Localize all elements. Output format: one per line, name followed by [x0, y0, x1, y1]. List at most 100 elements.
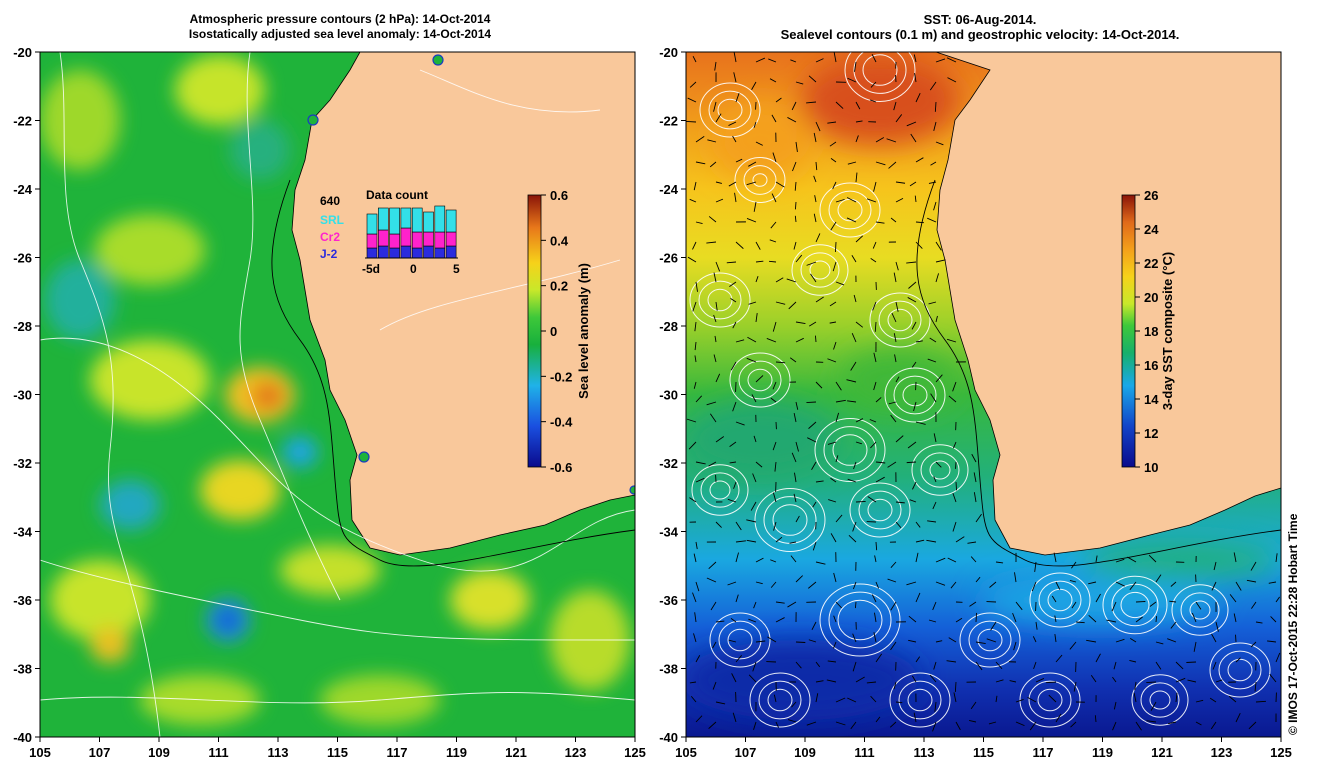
velocity-arrow: [835, 455, 839, 463]
velocity-arrow: [790, 555, 797, 563]
velocity-arrow: [1134, 681, 1137, 691]
sla-colorbar: 0.6 0.4 0.2 0 -0.2 -0.4 -0.6 Sea level anomaly…: [527, 188, 591, 475]
velocity-arrow: [975, 612, 977, 623]
velocity-arrow: [915, 552, 919, 563]
sealevel-contour-ring: [858, 490, 902, 530]
velocity-arrow: [726, 261, 737, 264]
velocity-arrow: [793, 493, 797, 503]
tide-gauge-marker: [629, 485, 635, 495]
velocity-arrow: [693, 633, 697, 643]
velocity-arrow: [709, 161, 717, 168]
sealevel-contour-ring: [929, 460, 951, 480]
velocity-arrow: [910, 133, 917, 143]
velocity-arrow: [732, 135, 737, 143]
velocity-arrow: [1115, 558, 1125, 563]
velocity-arrow: [727, 581, 737, 586]
sst-colorbar-label: 3-day SST composite (°C): [1160, 252, 1175, 410]
velocity-arrow: [746, 181, 757, 186]
velocity-arrow: [875, 581, 879, 589]
sla-lat-tick-label: -38: [13, 662, 32, 677]
velocity-arrow: [1149, 601, 1157, 607]
velocity-arrow: [928, 301, 937, 305]
velocity-arrow: [851, 255, 857, 263]
velocity-arrow: [775, 277, 784, 283]
sst-lat-tick-label: -32: [659, 456, 678, 471]
sealevel-contour-ring: [727, 628, 753, 652]
sst-colorbar-tick-label: 20: [1144, 290, 1158, 305]
velocity-arrow: [1275, 652, 1281, 663]
velocity-arrow: [815, 296, 824, 303]
velocity-arrow: [732, 321, 737, 329]
velocity-arrow: [1115, 638, 1125, 643]
sealevel-contour-ring: [837, 599, 883, 641]
velocity-arrow: [1215, 679, 1223, 683]
velocity-arrow: [1031, 581, 1037, 592]
velocity-arrow: [748, 301, 757, 305]
velocity-arrow: [870, 99, 877, 103]
velocity-arrow: [835, 381, 842, 391]
sealevel-contour-ring: [752, 173, 768, 187]
velocity-arrow: [753, 601, 757, 609]
velocity-arrow: [1191, 612, 1197, 623]
velocity-arrow: [795, 141, 798, 152]
velocity-arrow: [846, 379, 857, 383]
sst-lon-tick-label: 125: [1270, 745, 1292, 760]
velocity-arrow: [727, 498, 737, 503]
sla-lat-tick-label: -34: [13, 525, 33, 540]
velocity-arrow: [713, 101, 717, 112]
velocity-arrow: [806, 101, 817, 104]
sst-colorbar-tick-label: 22: [1144, 256, 1158, 271]
sst-lat-tick-label: -36: [659, 593, 678, 608]
sla-lat-tick-label: -30: [13, 388, 32, 403]
sla-lon-tick-label: 111: [208, 745, 228, 760]
velocity-arrow: [755, 57, 766, 63]
velocity-arrow: [693, 381, 697, 389]
sla-lat-tick-label: -36: [13, 593, 32, 608]
velocity-arrow: [946, 57, 957, 63]
geostrophic-velocity-arrows: [686, 52, 1281, 732]
velocity-arrow: [852, 633, 857, 643]
sealevel-contour-ring: [977, 628, 1003, 652]
right-map-title: SST: 06-Aug-2014. Sealevel contours (0.1…: [720, 12, 1240, 42]
pressure-contours: [40, 52, 635, 737]
velocity-arrow: [1150, 701, 1157, 711]
velocity-arrow: [715, 373, 721, 383]
velocity-arrow: [746, 519, 757, 523]
sealevel-contour-ring: [1131, 674, 1189, 726]
velocity-arrow: [1070, 721, 1077, 728]
sealevel-contour-ring: [729, 352, 791, 408]
sealevel-contour-ring: [707, 288, 733, 312]
velocity-arrow: [927, 520, 937, 523]
velocity-arrow: [755, 313, 758, 323]
velocity-arrow: [888, 161, 897, 169]
velocity-arrow: [969, 601, 977, 607]
velocity-arrow: [1167, 638, 1177, 643]
velocity-arrow: [933, 201, 937, 211]
velocity-arrow: [775, 617, 785, 623]
velocity-arrow: [1035, 621, 1038, 630]
velocity-arrow: [1170, 621, 1177, 629]
velocity-arrow: [775, 601, 785, 604]
velocity-arrow: [1215, 621, 1219, 632]
velocity-arrow: [755, 241, 761, 250]
data-count-bar-segment: [423, 211, 434, 233]
velocity-arrow: [695, 461, 706, 465]
data-count-bar-segment: [400, 207, 412, 229]
velocity-arrow: [689, 497, 697, 503]
sst-colorbar-ramp: [1121, 194, 1136, 468]
sealevel-contour-ring: [887, 308, 913, 332]
velocity-arrow: [1235, 657, 1241, 663]
velocity-arrow: [755, 260, 764, 263]
velocity-arrow: [827, 660, 837, 663]
sealevel-contour-ring: [1180, 592, 1220, 628]
velocity-arrow: [895, 181, 906, 184]
velocity-arrow: [769, 78, 777, 83]
velocity-arrow: [955, 536, 965, 543]
velocity-arrow: [752, 473, 757, 483]
velocity-arrow: [894, 354, 897, 363]
velocity-arrow: [875, 541, 878, 551]
velocity-arrow: [752, 661, 757, 672]
velocity-arrow: [1009, 680, 1017, 683]
velocity-arrow: [853, 294, 857, 303]
sealevel-contour-ring: [849, 482, 911, 538]
